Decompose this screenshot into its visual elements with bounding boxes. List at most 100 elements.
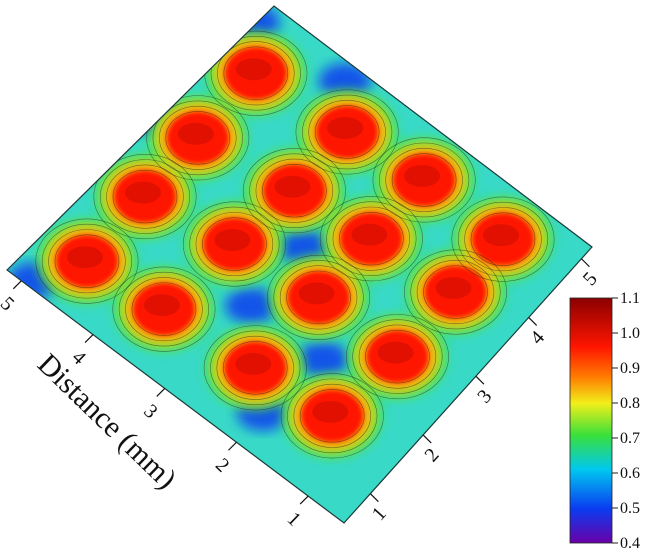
colorbar-tick-label: 0.5 xyxy=(620,500,640,517)
peak-contour xyxy=(425,266,486,318)
contour-line xyxy=(416,260,495,325)
peak-contour xyxy=(472,213,534,265)
y-tick-label: 5 xyxy=(0,293,18,316)
y-tick-mark xyxy=(228,441,237,451)
y-tick-mark xyxy=(299,495,309,505)
y-tick-mark xyxy=(12,280,22,290)
contour-line xyxy=(352,319,443,394)
colorbar-tick-label: 0.8 xyxy=(620,395,640,412)
contour-line xyxy=(222,341,288,395)
peak-contour xyxy=(263,164,325,217)
y-tick-label: 2 xyxy=(211,454,233,477)
contour-line xyxy=(326,201,417,276)
y-tick-mark xyxy=(84,334,94,344)
contour-line xyxy=(54,234,120,288)
peak-contour xyxy=(393,154,455,206)
contour-line xyxy=(302,94,393,170)
contour-line xyxy=(423,265,488,319)
colorbar-tick-label: 0.7 xyxy=(620,430,640,447)
peak-contour xyxy=(288,271,349,324)
peak-top xyxy=(143,294,180,317)
peak-contour xyxy=(225,47,287,100)
contour-line xyxy=(223,46,289,100)
peak-contour xyxy=(340,212,402,265)
contour-line xyxy=(189,206,280,282)
peak-top xyxy=(482,224,519,247)
contour-line xyxy=(308,100,386,164)
contour-line xyxy=(93,154,197,240)
x-tick-mark xyxy=(475,375,485,385)
peak-top xyxy=(377,341,414,364)
peak-top xyxy=(235,58,272,81)
colorbar: 0.4 0.5 0.6 0.7 0.8 0.9 1.0 1.1 xyxy=(569,290,640,552)
peak-top xyxy=(214,229,251,252)
contour-line xyxy=(112,266,216,352)
contour-line xyxy=(146,95,250,181)
low-region xyxy=(296,341,349,378)
contour-line xyxy=(255,158,334,223)
contour-line xyxy=(345,314,449,400)
contour-line xyxy=(293,383,371,448)
peak-top xyxy=(298,282,335,305)
surface-outline xyxy=(6,5,593,524)
contour-line xyxy=(210,330,301,406)
peak-top xyxy=(327,117,364,139)
contour-line xyxy=(403,249,507,335)
contour-line xyxy=(242,148,346,234)
peak-top xyxy=(404,164,441,187)
contour-line xyxy=(202,217,267,271)
peak-top xyxy=(177,122,214,145)
contour-line xyxy=(165,111,231,165)
peak-top xyxy=(435,277,472,300)
contour-line xyxy=(365,329,430,384)
x-tick-mark xyxy=(528,317,538,326)
contour-line xyxy=(118,271,210,347)
contour-line xyxy=(35,218,139,304)
contour-line xyxy=(131,282,197,336)
peak-top xyxy=(125,181,161,204)
contour-line xyxy=(267,254,371,340)
contour-line xyxy=(464,207,542,272)
contour-line xyxy=(159,105,237,170)
contour-line xyxy=(379,142,470,218)
contour-line xyxy=(339,211,404,266)
contour-line xyxy=(217,41,295,106)
contour-line xyxy=(195,212,274,277)
contour-line xyxy=(249,153,340,228)
colorbar-gradient xyxy=(569,297,613,544)
x-tick-mark xyxy=(369,493,379,503)
colorbar-tick-label: 0.4 xyxy=(620,535,640,552)
peak-contour xyxy=(367,330,428,383)
contour-line xyxy=(262,164,327,218)
contour-line xyxy=(286,270,351,325)
x-tick-mark xyxy=(422,434,432,444)
contour-line xyxy=(112,169,178,224)
contour-line xyxy=(106,164,184,229)
contour-line xyxy=(125,277,203,342)
contour-line xyxy=(152,100,243,176)
contour-line xyxy=(391,153,457,207)
contour-line xyxy=(203,325,307,411)
low-region xyxy=(225,287,278,324)
contour-line xyxy=(314,105,380,159)
contour-line xyxy=(287,378,378,454)
peak-contour xyxy=(316,106,378,158)
contour-line xyxy=(319,196,423,282)
contour-line xyxy=(99,159,191,234)
x-tick-mark xyxy=(581,258,590,268)
contour-line xyxy=(279,265,358,330)
colorbar-tick-label: 1.0 xyxy=(620,325,640,342)
contour-line xyxy=(358,324,437,389)
peak-contour xyxy=(204,218,265,270)
low-region xyxy=(277,229,330,265)
peak-contour xyxy=(133,283,195,335)
peak-contour xyxy=(301,390,363,442)
peak-contour xyxy=(56,235,118,287)
y-tick-label: 3 xyxy=(139,400,161,423)
contour-line xyxy=(210,36,301,111)
peak-contour xyxy=(167,112,229,164)
contour-line xyxy=(332,206,411,271)
contour-line xyxy=(299,389,365,443)
contour-line xyxy=(216,335,294,400)
